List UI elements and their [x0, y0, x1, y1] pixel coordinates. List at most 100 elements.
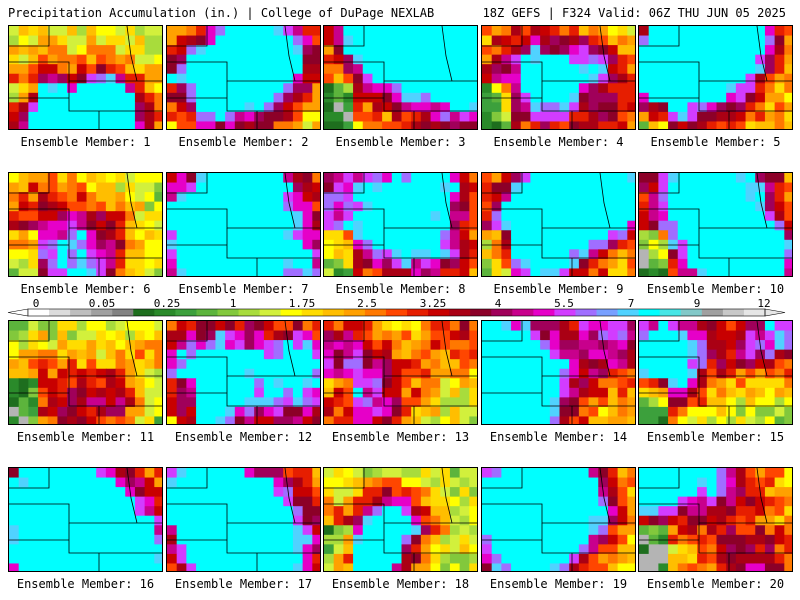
colorbar-swatch — [638, 309, 661, 316]
state-border — [383, 523, 477, 554]
figure-title: Precipitation Accumulation (in.) | Colle… — [8, 6, 435, 20]
colorbar-swatch — [217, 309, 239, 316]
colorbar-arrow-left — [7, 308, 29, 317]
state-border — [126, 468, 138, 524]
state-border — [167, 26, 208, 47]
precip-field — [9, 173, 162, 276]
precip-field — [639, 26, 792, 129]
state-border — [68, 81, 162, 112]
colorbar-tick-label: 5.5 — [554, 297, 574, 310]
colorbar-swatch — [70, 309, 92, 316]
state-border — [639, 468, 680, 489]
state-border — [9, 173, 50, 194]
state-border — [698, 523, 792, 554]
colorbar-tick-label: 3.25 — [419, 297, 447, 310]
state-border — [68, 228, 162, 259]
colorbar-tick-label: 0.25 — [153, 297, 181, 310]
state-border — [482, 468, 523, 489]
ensemble-member-map — [8, 25, 163, 130]
ensemble-member-label: Ensemble Member: 12 — [174, 430, 313, 444]
colorbar-swatch — [364, 309, 387, 316]
state-border — [226, 81, 320, 112]
ensemble-member-label: Ensemble Member: 11 — [16, 430, 155, 444]
state-border — [482, 208, 635, 229]
state-border — [698, 228, 792, 259]
state-border — [383, 228, 477, 259]
colorbar-tick-label: 12 — [757, 297, 771, 310]
state-border — [126, 173, 138, 229]
colorbar-swatch — [596, 309, 618, 316]
colorbar-swatch — [175, 309, 197, 316]
ensemble-member-map — [481, 172, 636, 277]
colorbar-swatch — [112, 309, 134, 316]
state-border — [126, 26, 138, 82]
ensemble-member-label: Ensemble Member: 15 — [646, 430, 785, 444]
state-border — [9, 503, 162, 524]
state-border — [541, 523, 635, 554]
state-border — [9, 61, 162, 82]
colorbar-tick-label: 1 — [229, 297, 237, 310]
state-border — [167, 356, 320, 377]
precip-field — [482, 173, 635, 276]
colorbar-swatch — [554, 309, 576, 316]
ensemble-member-label: Ensemble Member: 5 — [650, 135, 781, 149]
state-border — [324, 503, 477, 524]
state-border — [9, 468, 50, 489]
colorbar-swatch — [533, 309, 555, 316]
ensemble-member-map — [638, 467, 793, 572]
state-border — [756, 468, 768, 524]
ensemble-member-label: Ensemble Member: 1 — [20, 135, 151, 149]
state-border — [441, 468, 453, 524]
colorbar-swatch — [259, 309, 282, 316]
colorbar-swatch — [280, 309, 303, 316]
state-border — [541, 81, 635, 112]
precip-field — [9, 26, 162, 129]
precip-field — [482, 468, 635, 571]
state-border — [324, 173, 365, 194]
state-border — [639, 321, 680, 342]
state-border — [226, 523, 320, 554]
state-border — [482, 173, 523, 194]
colorbar-swatch — [385, 309, 408, 316]
precip-field — [639, 173, 792, 276]
state-border — [756, 26, 768, 82]
colorbar-swatch — [722, 309, 745, 316]
state-border — [324, 321, 365, 342]
colorbar-swatch — [133, 309, 155, 316]
ensemble-member-map — [638, 25, 793, 130]
ensemble-member-map — [8, 320, 163, 425]
colorbar-swatch — [154, 309, 176, 316]
state-border — [482, 61, 635, 82]
state-border — [9, 321, 50, 342]
ensemble-member-map — [166, 320, 321, 425]
state-border — [541, 376, 635, 407]
state-border — [9, 26, 50, 47]
ensemble-member-map — [323, 25, 478, 130]
state-border — [756, 173, 768, 229]
precip-field — [639, 321, 792, 424]
colorbar-swatch — [449, 309, 471, 316]
colorbar-swatch — [407, 309, 429, 316]
state-border — [167, 173, 208, 194]
state-border — [441, 321, 453, 377]
colorbar-swatch — [322, 309, 345, 316]
ensemble-member-map — [323, 172, 478, 277]
state-border — [698, 376, 792, 407]
ensemble-member-map — [8, 467, 163, 572]
state-border — [441, 173, 453, 229]
state-border — [482, 26, 523, 47]
colorbar-swatch — [470, 309, 492, 316]
state-border — [226, 376, 320, 407]
ensemble-member-map — [481, 25, 636, 130]
state-border — [482, 503, 635, 524]
state-border — [639, 173, 680, 194]
ensemble-member-label: Ensemble Member: 18 — [331, 577, 470, 591]
state-border — [639, 26, 680, 47]
precip-field — [324, 468, 477, 571]
colorbar-swatch — [301, 309, 324, 316]
colorbar-tick-label: 0 — [32, 297, 40, 310]
state-border — [383, 376, 477, 407]
state-border — [599, 26, 611, 82]
ensemble-member-map — [166, 172, 321, 277]
state-border — [9, 208, 162, 229]
